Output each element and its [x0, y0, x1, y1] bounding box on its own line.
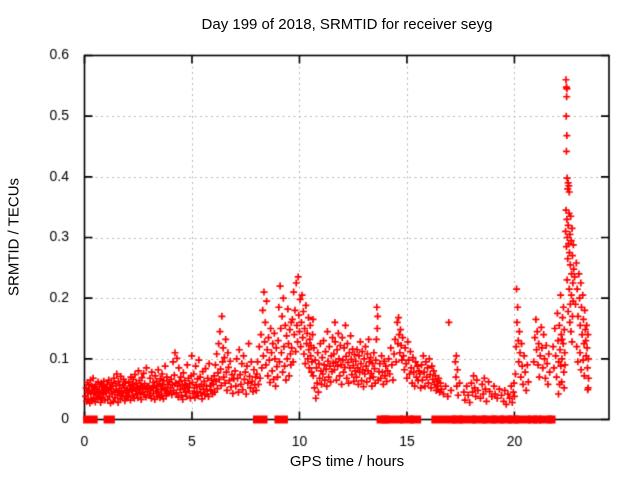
y-axis-label: SRMTID / TECUs: [5, 177, 23, 297]
x-axis-label: GPS time / hours: [289, 453, 405, 470]
chart-title: Day 199 of 2018, SRMTID for receiver sey…: [201, 16, 493, 33]
